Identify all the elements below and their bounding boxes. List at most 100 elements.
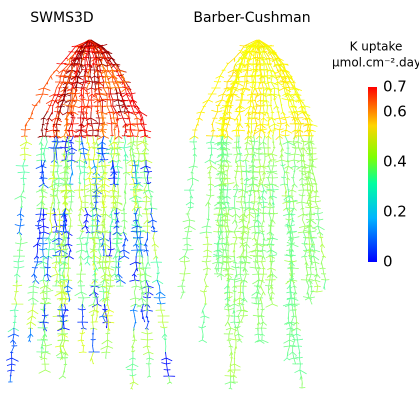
root — [109, 63, 125, 89]
root — [50, 135, 64, 161]
root — [230, 303, 240, 329]
root — [136, 279, 149, 308]
root — [129, 303, 138, 331]
root — [150, 255, 164, 285]
root — [132, 135, 145, 162]
root — [57, 87, 71, 113]
root — [118, 207, 128, 236]
root — [216, 255, 229, 281]
root — [274, 135, 288, 163]
root — [91, 135, 104, 161]
root — [105, 135, 119, 164]
root — [217, 159, 228, 186]
root — [294, 351, 307, 380]
root — [184, 183, 195, 209]
root — [27, 327, 34, 343]
root — [202, 231, 213, 258]
root — [288, 351, 299, 365]
root — [256, 255, 268, 282]
root — [57, 255, 63, 265]
root — [287, 183, 298, 212]
root — [7, 327, 20, 354]
root — [279, 159, 288, 186]
root — [263, 135, 273, 163]
root — [58, 351, 68, 380]
root — [38, 351, 51, 374]
root — [79, 87, 90, 115]
root — [100, 327, 114, 354]
root — [7, 303, 19, 333]
root — [283, 351, 290, 362]
root — [19, 135, 33, 161]
root — [257, 183, 268, 209]
root — [161, 351, 176, 377]
root — [113, 87, 125, 113]
root — [282, 279, 296, 308]
root — [319, 255, 330, 281]
root — [111, 63, 130, 89]
root — [140, 111, 148, 137]
root — [89, 351, 95, 365]
colorbar-tick-label: 0.2 — [383, 203, 407, 221]
root — [256, 111, 269, 138]
root — [100, 231, 112, 259]
root — [139, 255, 152, 282]
root — [97, 135, 110, 161]
root — [88, 327, 100, 353]
root — [131, 159, 144, 189]
root — [89, 231, 102, 260]
root — [147, 207, 158, 233]
root — [125, 111, 139, 138]
root — [61, 135, 74, 162]
root — [201, 255, 212, 281]
root — [287, 255, 295, 281]
root — [290, 159, 300, 188]
root — [211, 87, 228, 113]
panel-title: SWMS3D — [30, 10, 93, 26]
root — [55, 231, 67, 257]
root — [253, 135, 263, 161]
root — [297, 207, 311, 234]
root — [49, 183, 58, 209]
root — [20, 111, 34, 137]
root — [46, 207, 57, 234]
root — [140, 303, 146, 323]
root — [53, 111, 62, 139]
root — [244, 111, 258, 140]
root — [62, 231, 74, 260]
root — [211, 63, 229, 89]
root — [305, 159, 318, 185]
root — [105, 231, 115, 257]
root — [110, 135, 125, 163]
root — [244, 111, 252, 140]
root — [40, 327, 53, 355]
root — [59, 160, 71, 185]
root — [243, 183, 256, 212]
root — [283, 183, 297, 209]
root — [273, 111, 287, 140]
root — [39, 279, 54, 305]
root — [8, 375, 13, 383]
root — [231, 231, 243, 258]
root — [285, 207, 297, 233]
root — [104, 351, 107, 359]
root — [63, 279, 73, 302]
root — [235, 135, 244, 163]
root — [77, 327, 87, 353]
root — [179, 255, 191, 281]
root — [228, 207, 241, 233]
root — [39, 279, 52, 305]
root — [108, 207, 114, 233]
root — [129, 255, 141, 282]
root — [226, 39, 257, 65]
root — [52, 231, 68, 257]
root — [59, 159, 72, 186]
root — [223, 111, 236, 141]
root — [110, 255, 122, 281]
root — [74, 135, 87, 164]
root — [242, 231, 252, 260]
root — [312, 279, 323, 293]
root — [39, 351, 43, 359]
root — [88, 279, 102, 307]
root — [132, 183, 142, 209]
